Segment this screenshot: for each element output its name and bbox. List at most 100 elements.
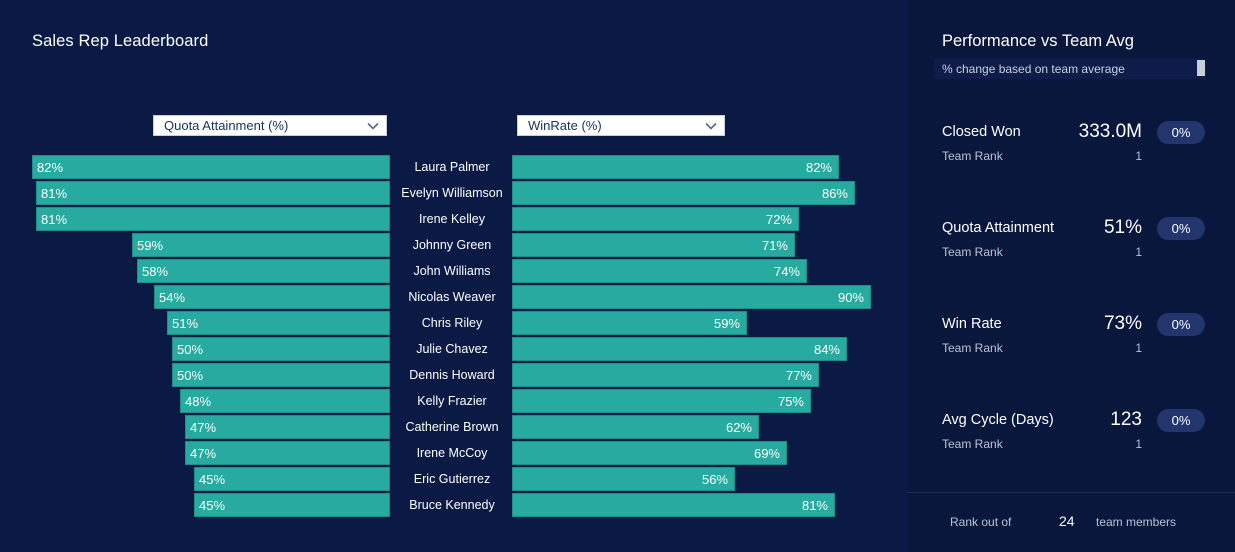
rep-name: Kelly Frazier bbox=[417, 394, 487, 408]
quota-bar[interactable]: 50% bbox=[172, 363, 390, 387]
quota-bar[interactable]: 59% bbox=[132, 233, 390, 257]
team-rank-value: 1 bbox=[1135, 245, 1142, 259]
winrate-bar[interactable]: 86% bbox=[512, 181, 855, 205]
winrate-bar-label: 84% bbox=[813, 341, 840, 357]
left-metric-dropdown[interactable]: Quota Attainment (%) bbox=[153, 115, 387, 136]
quota-bar[interactable]: 51% bbox=[167, 311, 390, 335]
metric-label: Win Rate bbox=[942, 316, 1002, 332]
winrate-bar[interactable]: 74% bbox=[512, 259, 807, 283]
quota-bar[interactable]: 45% bbox=[194, 493, 390, 517]
metric-value: 333.0M bbox=[1078, 121, 1142, 142]
winrate-bar-label: 74% bbox=[773, 263, 800, 279]
quota-bar-label: 45% bbox=[199, 471, 226, 487]
winrate-bar[interactable]: 71% bbox=[512, 233, 795, 257]
rep-name: Bruce Kennedy bbox=[409, 498, 495, 512]
right-metric-dropdown[interactable]: WinRate (%) bbox=[517, 115, 725, 136]
winrate-bar[interactable]: 69% bbox=[512, 441, 787, 465]
footer-divider bbox=[907, 492, 1235, 493]
rank-footer-suffix: team members bbox=[1096, 515, 1177, 529]
team-rank-label: Team Rank bbox=[942, 149, 1003, 163]
quota-bar-label: 51% bbox=[172, 315, 199, 331]
winrate-bar-label: 75% bbox=[777, 393, 804, 409]
quota-bar[interactable]: 45% bbox=[194, 467, 390, 491]
quota-bar[interactable]: 81% bbox=[36, 181, 390, 205]
quota-bar-label: 50% bbox=[177, 341, 204, 357]
winrate-bar[interactable]: 56% bbox=[512, 467, 735, 491]
team-rank-value: 1 bbox=[1135, 437, 1142, 451]
winrate-bar[interactable]: 72% bbox=[512, 207, 799, 231]
rank-footer-count: 24 bbox=[1059, 513, 1075, 529]
metric-label: Closed Won bbox=[942, 124, 1021, 140]
rep-name: Evelyn Williamson bbox=[401, 186, 503, 200]
performance-panel bbox=[907, 0, 1235, 552]
change-badge: 0% bbox=[1157, 217, 1205, 240]
quota-bar[interactable]: 54% bbox=[154, 285, 390, 309]
quota-bar-label: 45% bbox=[199, 497, 226, 513]
team-rank-value: 1 bbox=[1135, 341, 1142, 355]
quota-bar[interactable]: 47% bbox=[185, 441, 390, 465]
change-badge: 0% bbox=[1157, 313, 1205, 336]
change-badge: 0% bbox=[1157, 409, 1205, 432]
quota-bar-label: 48% bbox=[185, 393, 212, 409]
quota-bar[interactable]: 50% bbox=[172, 337, 390, 361]
rep-name: Johnny Green bbox=[412, 238, 492, 252]
right-metric-label: WinRate (%) bbox=[528, 118, 602, 133]
metric-label: Avg Cycle (Days) bbox=[942, 412, 1054, 428]
metric-value: 123 bbox=[1110, 409, 1142, 430]
winrate-bar[interactable]: 84% bbox=[512, 337, 847, 361]
performance-title: Performance vs Team Avg bbox=[942, 32, 1134, 50]
winrate-bar[interactable]: 81% bbox=[512, 493, 835, 517]
quota-bar-label: 81% bbox=[41, 185, 68, 201]
chevron-down-icon bbox=[698, 116, 724, 135]
winrate-bar-label: 82% bbox=[805, 159, 832, 175]
rank-footer-prefix: Rank out of bbox=[950, 515, 1012, 529]
left-metric-label: Quota Attainment (%) bbox=[164, 118, 289, 133]
quota-bar-label: 59% bbox=[137, 237, 164, 253]
winrate-bar[interactable]: 90% bbox=[512, 285, 871, 309]
scrollbar-thumb[interactable] bbox=[1197, 60, 1205, 76]
rep-name: Irene Kelley bbox=[418, 212, 485, 226]
change-badge: 0% bbox=[1157, 121, 1205, 144]
winrate-bar-label: 69% bbox=[753, 445, 780, 461]
quota-bar-label: 81% bbox=[41, 211, 68, 227]
rep-name: Eric Gutierrez bbox=[413, 472, 491, 486]
winrate-bar-label: 90% bbox=[837, 289, 864, 305]
quota-bar[interactable]: 58% bbox=[137, 259, 390, 283]
winrate-bar-label: 56% bbox=[701, 471, 728, 487]
rep-name: Nicolas Weaver bbox=[408, 290, 496, 304]
metric-value: 73% bbox=[1103, 313, 1142, 334]
quota-bar-label: 47% bbox=[190, 445, 217, 461]
performance-subtitle: % change based on team average bbox=[934, 59, 1206, 79]
quota-bar[interactable]: 81% bbox=[36, 207, 390, 231]
winrate-bar[interactable]: 59% bbox=[512, 311, 747, 335]
team-rank-value: 1 bbox=[1135, 149, 1142, 163]
quota-bar[interactable]: 47% bbox=[185, 415, 390, 439]
quota-bar[interactable]: 48% bbox=[180, 389, 390, 413]
quota-bar-label: 82% bbox=[37, 159, 64, 175]
rep-name: Laura Palmer bbox=[414, 160, 490, 174]
rep-name: Chris Riley bbox=[421, 316, 483, 330]
winrate-bar[interactable]: 75% bbox=[512, 389, 811, 413]
winrate-bar-label: 71% bbox=[761, 237, 788, 253]
quota-bar[interactable]: 82% bbox=[32, 155, 390, 179]
rep-name: Catherine Brown bbox=[405, 420, 499, 434]
winrate-bar-label: 62% bbox=[725, 419, 752, 435]
winrate-bar-label: 72% bbox=[765, 211, 792, 227]
quota-bar-label: 47% bbox=[190, 419, 217, 435]
winrate-bar-label: 59% bbox=[713, 315, 740, 331]
winrate-bar[interactable]: 77% bbox=[512, 363, 819, 387]
quota-bar-label: 50% bbox=[177, 367, 204, 383]
winrate-bar-label: 81% bbox=[801, 497, 828, 513]
winrate-bar-label: 86% bbox=[821, 185, 848, 201]
winrate-bar[interactable]: 62% bbox=[512, 415, 759, 439]
winrate-bar[interactable]: 82% bbox=[512, 155, 839, 179]
rep-name: Dennis Howard bbox=[409, 368, 495, 382]
team-rank-label: Team Rank bbox=[942, 245, 1003, 259]
metric-value: 51% bbox=[1103, 217, 1142, 238]
rep-name: John Williams bbox=[413, 264, 491, 278]
winrate-bar-label: 77% bbox=[785, 367, 812, 383]
team-rank-label: Team Rank bbox=[942, 437, 1003, 451]
rep-name: Irene McCoy bbox=[416, 446, 488, 460]
quota-bar-label: 58% bbox=[142, 263, 169, 279]
chevron-down-icon bbox=[360, 116, 386, 135]
